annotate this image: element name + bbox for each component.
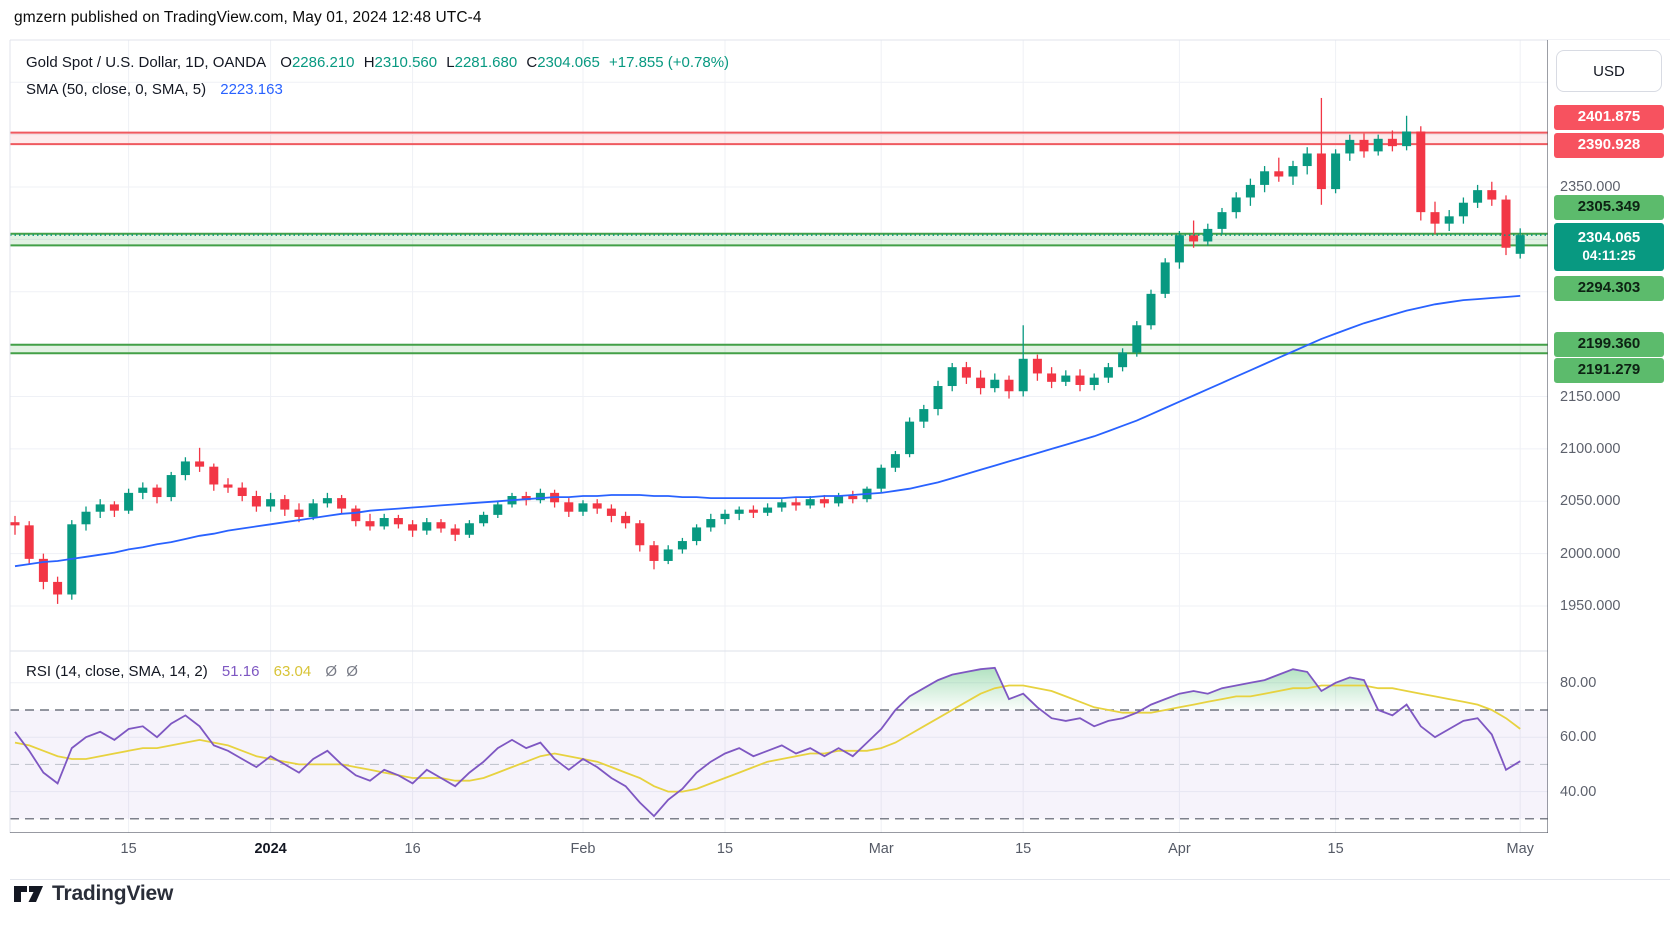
- time-axis-label: 15: [120, 841, 137, 857]
- time-axis-label: Feb: [570, 841, 596, 857]
- time-axis[interactable]: 15 2024 16 Feb 15 Mar 15 Apr 15 May: [0, 833, 1670, 871]
- rsi-hidden-value-icon: Ø: [346, 663, 358, 680]
- currency-toggle-button[interactable]: USD: [1556, 50, 1662, 92]
- rsi-tick-label: 40.00: [1560, 783, 1597, 800]
- container-bottom-border: [10, 879, 1670, 880]
- close-value: 2304.065: [537, 54, 600, 71]
- sma-legend-row[interactable]: SMA (50, close, 0, SMA, 5) 2223.163: [26, 81, 283, 98]
- time-axis-label: 15: [716, 841, 734, 857]
- time-axis-label: 16: [404, 841, 421, 857]
- tradingview-logo-icon: [14, 886, 43, 902]
- price-badge-support: 2294.303: [1554, 276, 1664, 301]
- time-axis-label: 2024: [254, 841, 287, 857]
- price-badge-current: 2304.065 04:11:25: [1554, 223, 1664, 271]
- price-tick-label: 2350.000: [1560, 179, 1621, 195]
- tradingview-brand-text: TradingView: [52, 882, 174, 905]
- rsi-sma-value: 63.04: [273, 663, 312, 680]
- symbol-legend-row[interactable]: Gold Spot / U.S. Dollar, 1D, OANDA O2286…: [26, 54, 729, 71]
- change-value: +17.855 (+0.78%): [608, 54, 730, 71]
- price-badge-resistance: 2390.928: [1554, 133, 1664, 158]
- tradingview-logo[interactable]: TradingView: [14, 882, 173, 906]
- published-by-line: gmzern published on TradingView.com, May…: [14, 9, 482, 26]
- time-axis-label: Apr: [1168, 841, 1191, 857]
- time-axis-label: May: [1506, 841, 1534, 857]
- price-tick-label: 2150.000: [1560, 388, 1621, 405]
- rsi-value: 51.16: [221, 663, 260, 680]
- rsi-label: RSI (14, close, SMA, 14, 2): [26, 663, 208, 680]
- price-tick-label: 2000.000: [1560, 545, 1621, 562]
- time-axis-label: 15: [1015, 841, 1032, 857]
- high-label: H: [363, 54, 375, 71]
- price-badge-support: 2199.360: [1554, 332, 1664, 357]
- price-badge-support: 2191.279: [1554, 358, 1664, 383]
- rsi-legend-row[interactable]: RSI (14, close, SMA, 14, 2) 51.16 63.04 …: [26, 663, 358, 680]
- open-label: O: [280, 54, 292, 71]
- price-badge-support: 2305.349: [1554, 195, 1664, 220]
- price-tick-label: 2050.000: [1560, 493, 1621, 510]
- rsi-tick-label: 60.00: [1560, 729, 1597, 746]
- close-label: C: [526, 54, 538, 71]
- symbol-title: Gold Spot / U.S. Dollar, 1D, OANDA: [26, 54, 267, 71]
- sma-value: 2223.163: [220, 81, 283, 98]
- sma-label: SMA (50, close, 0, SMA, 5): [26, 81, 207, 98]
- price-badge-resistance: 2401.875: [1554, 105, 1664, 130]
- low-value: 2281.680: [454, 54, 518, 71]
- time-axis-label: 15: [1327, 841, 1344, 857]
- price-tick-label: 1950.000: [1560, 598, 1621, 614]
- price-tick-label: 2100.000: [1560, 440, 1621, 457]
- price-axis[interactable]: USD 2350.000 2150.000 2100.000 2050.000 2000…: [1548, 40, 1670, 870]
- low-label: L: [446, 54, 455, 71]
- open-value: 2286.210: [291, 54, 355, 71]
- high-value: 2310.560: [374, 54, 438, 71]
- rsi-tick-label: 80.00: [1560, 674, 1597, 691]
- time-axis-label: Mar: [868, 841, 894, 857]
- rsi-hidden-value-icon: Ø: [325, 663, 338, 680]
